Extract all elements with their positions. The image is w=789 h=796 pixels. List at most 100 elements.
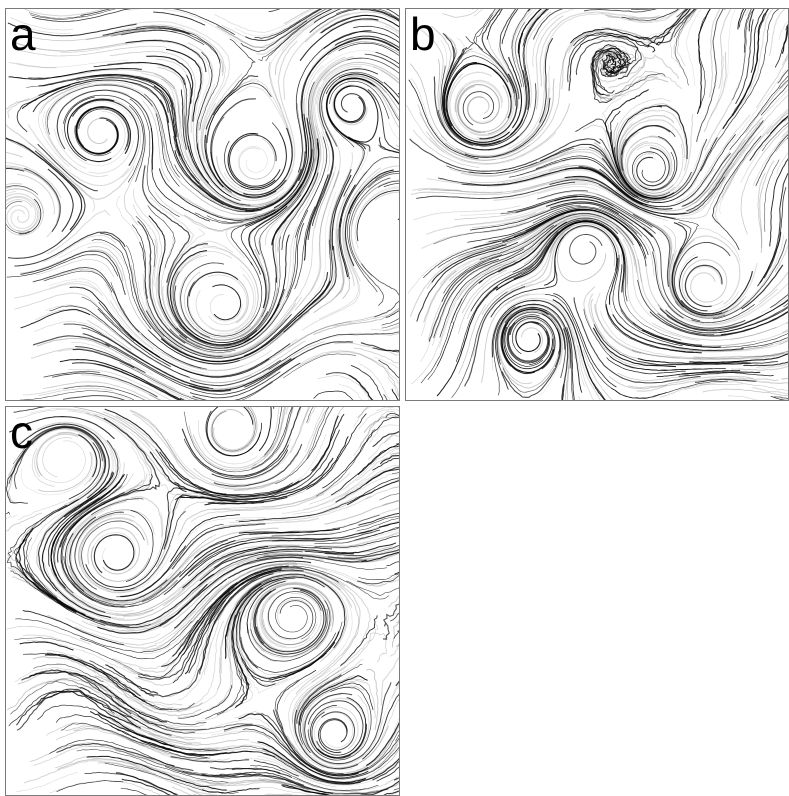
streamline bbox=[694, 378, 757, 383]
streamline bbox=[6, 138, 57, 173]
streamline bbox=[361, 263, 399, 318]
streamline bbox=[238, 713, 359, 777]
streamline bbox=[368, 432, 399, 460]
streamline bbox=[360, 342, 399, 352]
streamline bbox=[94, 363, 181, 400]
streamline bbox=[437, 167, 605, 186]
streamline bbox=[167, 243, 258, 346]
streamline bbox=[526, 9, 545, 30]
streamline bbox=[593, 324, 778, 366]
streamline bbox=[178, 325, 250, 347]
streamline bbox=[23, 760, 149, 784]
streamline bbox=[251, 407, 293, 469]
streamline bbox=[332, 84, 368, 126]
streamline bbox=[91, 532, 136, 579]
streamline bbox=[782, 329, 788, 334]
streamline bbox=[416, 26, 472, 146]
streamline bbox=[17, 423, 110, 499]
streamline bbox=[407, 232, 522, 294]
streamline bbox=[219, 531, 399, 558]
streamline bbox=[481, 81, 530, 148]
streamline bbox=[78, 434, 98, 478]
streamline bbox=[490, 236, 565, 318]
streamline bbox=[718, 9, 732, 89]
streamline bbox=[636, 377, 779, 392]
streamline bbox=[44, 304, 154, 360]
streamline bbox=[455, 81, 503, 113]
streamline bbox=[622, 238, 653, 318]
streamline bbox=[387, 571, 399, 577]
streamline bbox=[182, 546, 269, 589]
streamline bbox=[346, 57, 399, 74]
streamline bbox=[97, 509, 155, 535]
streamline bbox=[343, 530, 399, 544]
streamline bbox=[263, 553, 370, 561]
streamline bbox=[524, 212, 577, 241]
streamline bbox=[128, 9, 242, 45]
streamline bbox=[35, 503, 111, 621]
streamline bbox=[296, 122, 315, 199]
streamline bbox=[37, 704, 176, 747]
streamline bbox=[358, 408, 399, 430]
streamline bbox=[527, 9, 531, 12]
streamline bbox=[294, 665, 346, 740]
streamline bbox=[242, 728, 399, 780]
streamline bbox=[110, 556, 237, 621]
streamline bbox=[21, 452, 94, 496]
streamline bbox=[295, 136, 328, 238]
streamline bbox=[458, 304, 487, 375]
streamline bbox=[174, 285, 269, 343]
streamline bbox=[619, 139, 658, 197]
streamline bbox=[384, 775, 399, 784]
streamline bbox=[16, 59, 128, 68]
streamline bbox=[215, 61, 294, 196]
streamline bbox=[79, 408, 151, 447]
streamline bbox=[20, 250, 126, 296]
streamline bbox=[30, 28, 163, 42]
streamline bbox=[105, 283, 244, 372]
streamline bbox=[84, 677, 207, 732]
streamline bbox=[121, 735, 230, 762]
streamline bbox=[268, 331, 399, 370]
streamline bbox=[198, 185, 259, 210]
streamline bbox=[245, 433, 327, 496]
streamline bbox=[32, 577, 151, 627]
streamline bbox=[770, 115, 788, 134]
streamline bbox=[288, 309, 391, 349]
streamline bbox=[81, 327, 214, 389]
streamline bbox=[187, 145, 251, 206]
streamline bbox=[620, 138, 670, 197]
streamline bbox=[594, 303, 642, 354]
streamline bbox=[112, 628, 193, 670]
streamline bbox=[14, 637, 150, 676]
streamline bbox=[85, 27, 224, 73]
streamline bbox=[20, 249, 124, 282]
streamline bbox=[251, 584, 282, 655]
streamline bbox=[439, 178, 517, 186]
streamline bbox=[196, 779, 326, 795]
streamline bbox=[546, 198, 653, 238]
streamline bbox=[409, 63, 448, 142]
streamline bbox=[324, 545, 399, 557]
streamline bbox=[264, 157, 316, 246]
streamline bbox=[177, 685, 232, 719]
streamline bbox=[187, 42, 214, 131]
streamline bbox=[316, 63, 399, 105]
streamline bbox=[31, 448, 55, 487]
streamline bbox=[112, 706, 195, 741]
streamline bbox=[295, 30, 372, 173]
streamline bbox=[286, 56, 346, 212]
streamline bbox=[256, 589, 325, 653]
streamline bbox=[193, 277, 277, 345]
streamline bbox=[507, 194, 653, 228]
streamline bbox=[211, 99, 248, 189]
streamline bbox=[506, 308, 566, 350]
streamline bbox=[702, 388, 788, 397]
streamline bbox=[473, 9, 496, 51]
streamline bbox=[426, 214, 565, 290]
streamline bbox=[80, 9, 111, 17]
streamline bbox=[331, 174, 352, 251]
streamline bbox=[784, 117, 788, 122]
streamline bbox=[197, 83, 223, 191]
streamline bbox=[189, 371, 281, 399]
